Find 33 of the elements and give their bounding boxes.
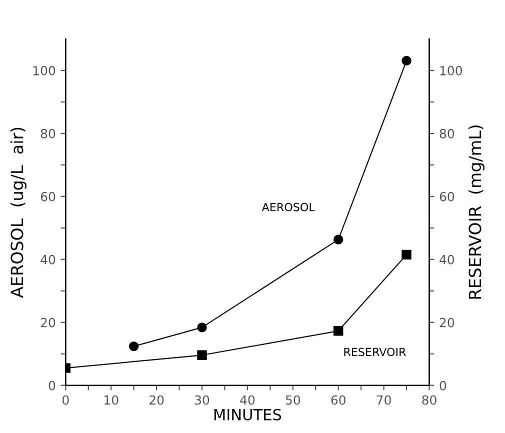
x-tick-label: 10 <box>104 395 118 405</box>
y2-tick-label: 60 <box>440 192 454 202</box>
y-tick-label: 80 <box>40 128 56 138</box>
y-tick-label: 60 <box>40 192 56 202</box>
point <box>333 326 344 336</box>
x-tick-label: 70 <box>376 395 391 405</box>
y2-tick-label: 0 <box>440 380 446 390</box>
y-tick-label: 100 <box>33 66 56 76</box>
series-label: RESERVOIR <box>344 348 406 356</box>
y-tick-label: 40 <box>40 254 56 264</box>
point <box>402 56 412 66</box>
y-axis-title: AEROSOL (ug/L air) <box>10 128 27 298</box>
y2-axis-title: RESERVOIR (mg/mL) <box>468 126 485 299</box>
point <box>402 250 412 260</box>
x-tick-label: 0 <box>62 395 69 405</box>
y2-tick-label: 100 <box>440 66 462 76</box>
point <box>197 322 207 332</box>
point <box>333 234 344 244</box>
x-tick-label: 30 <box>195 395 210 405</box>
x-tick-label: 40 <box>240 395 255 405</box>
point <box>197 350 207 360</box>
y2-tick-label: 40 <box>440 254 454 264</box>
y-tick-label: 0 <box>48 380 56 390</box>
y2-tick-label: 20 <box>440 318 454 328</box>
x-tick-label: 60 <box>331 395 346 405</box>
y-tick-label: 20 <box>40 318 56 328</box>
x-tick-label: 50 <box>286 395 300 405</box>
x-tick-label: 20 <box>150 395 164 405</box>
text: AEROSOL <box>262 202 315 212</box>
point <box>128 341 139 352</box>
x-axis-title: MINUTES <box>214 408 282 420</box>
x-tick-label: 80 <box>422 395 436 405</box>
y2-tick-label: 80 <box>440 128 454 138</box>
